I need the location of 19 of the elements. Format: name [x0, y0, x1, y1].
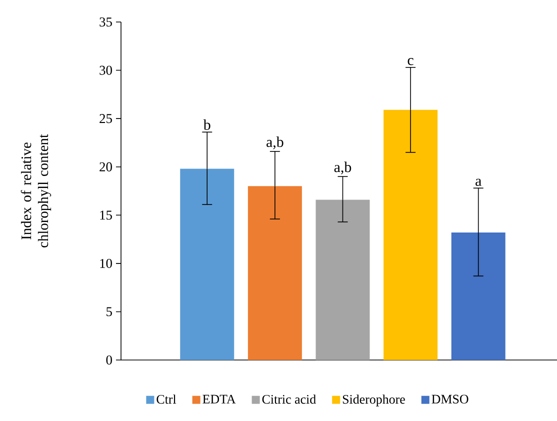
legend-label: EDTA [202, 394, 236, 404]
y-tick-label: 25 [100, 114, 112, 124]
y-tick-label: 20 [100, 162, 112, 172]
y-axis-title: Index of relative chlorophyll content [20, 134, 52, 248]
legend-label: DMSO [432, 394, 468, 404]
y-tick-label: 0 [106, 355, 112, 365]
legend-label: Citric acid [262, 394, 316, 404]
annotation: b [203, 119, 210, 130]
annotation: a,b [334, 162, 352, 174]
annotation: a,b [266, 136, 284, 150]
y-tick-label: 15 [100, 210, 112, 220]
annotation: c [408, 58, 414, 66]
legend-label: Siderophore [342, 394, 405, 406]
y-tick-label: 30 [100, 66, 112, 75]
y-tick-label: 10 [100, 258, 112, 268]
legend-label: Ctrl [156, 394, 176, 404]
y-tick-label: 5 [106, 307, 112, 316]
y-tick-label: 35 [100, 17, 112, 27]
annotation: a [476, 178, 482, 186]
